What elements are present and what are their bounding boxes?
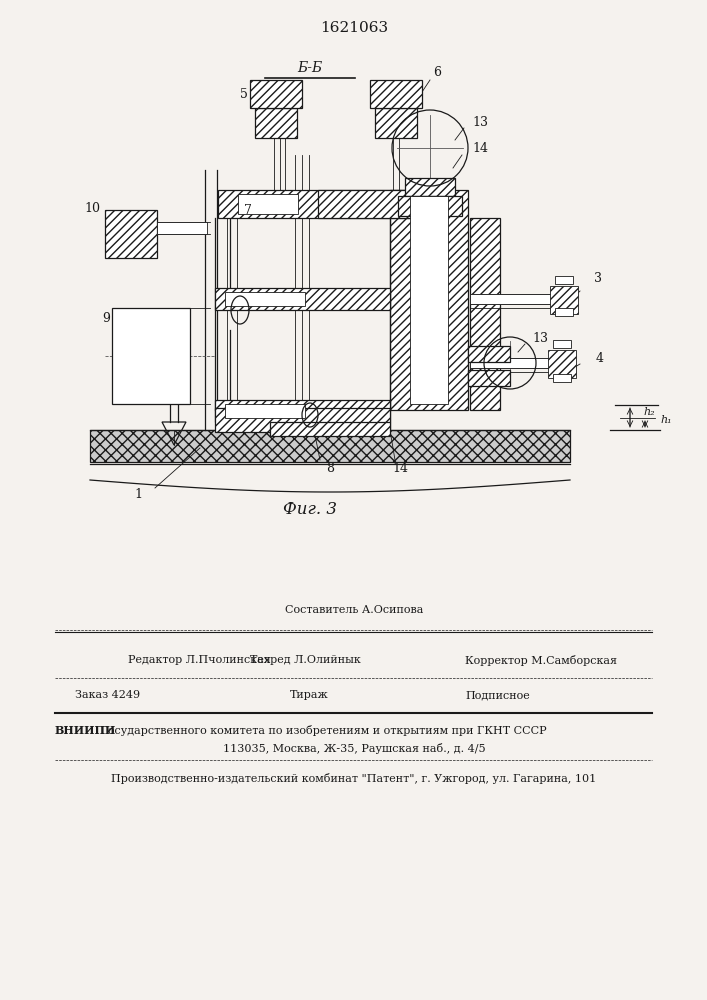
Bar [215, 408, 390, 432]
Text: 14: 14 [392, 462, 408, 475]
Bar [225, 404, 305, 418]
Text: 5: 5 [240, 88, 248, 101]
Text: 13: 13 [532, 332, 548, 344]
Text: 113035, Москва, Ж-35, Раушская наб., д. 4/5: 113035, Москва, Ж-35, Раушская наб., д. … [223, 742, 485, 754]
Text: 7: 7 [244, 204, 252, 217]
Bar [215, 400, 390, 422]
Text: Тираж: Тираж [290, 690, 329, 700]
Bar [370, 80, 422, 108]
Text: Фиг. 3: Фиг. 3 [283, 502, 337, 518]
Text: 9: 9 [102, 312, 110, 324]
Bar [218, 190, 448, 218]
Bar [553, 374, 571, 382]
Bar [90, 430, 570, 462]
Text: 6: 6 [433, 66, 441, 79]
Text: 4: 4 [596, 352, 604, 364]
Text: Составитель А.Осипова: Составитель А.Осипова [285, 605, 423, 615]
Bar [468, 370, 510, 386]
Text: Заказ 4249: Заказ 4249 [75, 690, 140, 700]
Text: 14: 14 [472, 141, 488, 154]
Bar [238, 194, 298, 214]
Bar [398, 196, 462, 216]
Text: Государственного комитета по изобретениям и открытиям при ГКНТ СССР: Государственного комитета по изобретения… [97, 724, 547, 736]
Text: h₁: h₁ [660, 415, 672, 425]
Text: 13: 13 [472, 115, 488, 128]
Bar [215, 288, 390, 310]
Bar [157, 222, 207, 234]
Bar [550, 286, 578, 314]
Text: Редактор Л.Пчолинская: Редактор Л.Пчолинская [128, 655, 271, 665]
Bar [555, 308, 573, 316]
Bar [410, 196, 448, 404]
Bar [112, 308, 190, 404]
Bar [270, 422, 390, 436]
Text: 8: 8 [326, 462, 334, 475]
Bar [405, 178, 455, 196]
Text: 1: 1 [134, 488, 142, 500]
Bar [468, 346, 510, 362]
Text: ВНИИПИ: ВНИИПИ [55, 724, 116, 736]
Text: h₂: h₂ [643, 407, 655, 417]
Bar [553, 340, 571, 348]
Bar [548, 350, 576, 378]
Text: Производственно-издательский комбинат "Патент", г. Ужгород, ул. Гагарина, 101: Производственно-издательский комбинат "П… [112, 772, 597, 784]
Bar [318, 190, 448, 218]
Bar [390, 190, 468, 410]
Text: Б-Б: Б-Б [298, 61, 322, 75]
Bar [555, 276, 573, 284]
Bar [470, 294, 560, 304]
Bar [225, 292, 305, 306]
Text: Техред Л.Олийнык: Техред Л.Олийнык [250, 655, 361, 665]
Bar [470, 218, 500, 410]
Text: 10: 10 [84, 202, 100, 215]
Text: Подписное: Подписное [465, 690, 530, 700]
Bar [375, 108, 417, 138]
Bar [105, 210, 157, 258]
Text: 3: 3 [594, 271, 602, 284]
Text: Корректор М.Самборская: Корректор М.Самборская [465, 654, 617, 666]
Text: 1621063: 1621063 [320, 21, 388, 35]
Bar [470, 358, 560, 368]
Bar [255, 108, 297, 138]
Bar [250, 80, 302, 108]
